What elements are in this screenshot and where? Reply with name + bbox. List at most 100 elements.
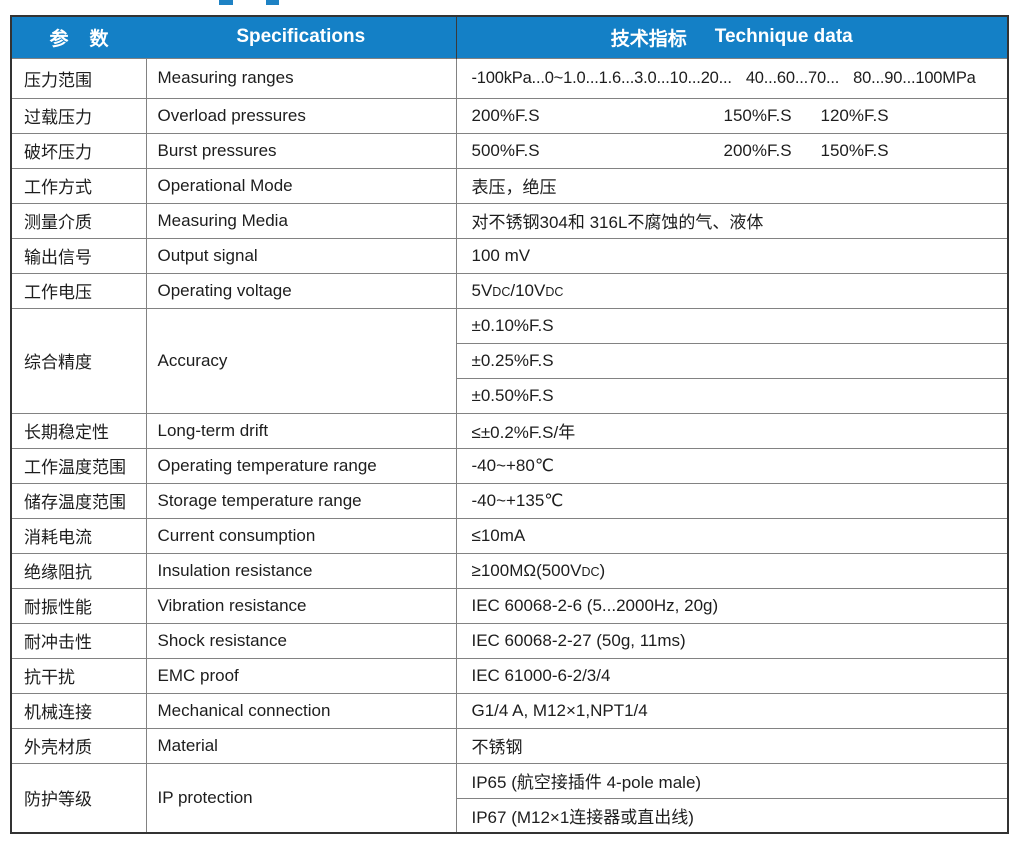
table-row-accuracy-sub: ±0.50%F.S xyxy=(11,377,1009,414)
table-row-ip-protection-sub: IP67 (M12×1连接器或直出线) xyxy=(11,797,1009,834)
table-row-current-consumption: 消耗电流 Current consumption ≤10mA xyxy=(10,517,1009,554)
param-zh: 压力范围 xyxy=(10,57,147,99)
insulation-part: ) xyxy=(599,560,606,580)
param-zh: 机械连接 xyxy=(10,692,147,729)
param-value: ±0.50%F.S xyxy=(455,377,1009,414)
range-group-mid: 40...60...70... xyxy=(745,68,840,87)
param-en: Storage temperature range xyxy=(145,482,457,519)
param-value: ±0.10%F.S xyxy=(455,307,1009,344)
table-row-operational-mode: 工作方式 Operational Mode 表压，绝压 xyxy=(10,167,1009,204)
specifications-table: 参 数 Specifications 技术指标 Technique data 压… xyxy=(10,15,1009,834)
insulation-part: ≥100MΩ(500V xyxy=(471,560,582,580)
param-zh: 输出信号 xyxy=(10,237,147,274)
param-value: 5VDC/10VDC xyxy=(455,272,1009,309)
param-en: Shock resistance xyxy=(145,622,457,659)
param-zh: 过载压力 xyxy=(10,97,147,134)
table-row-vibration-resistance: 耐振性能 Vibration resistance IEC 60068-2-6 … xyxy=(10,587,1009,624)
table-row-ip-protection: 防护等级 IP protection IP65 (航空接插件 4-pole ma… xyxy=(10,762,1009,834)
table-row-insulation-resistance: 绝缘阻抗 Insulation resistance ≥100MΩ(500VDC… xyxy=(10,552,1009,589)
param-en: Vibration resistance xyxy=(145,587,457,624)
table-row-burst: 破坏压力 Burst pressures 500%F.S 200%F.S 150… xyxy=(10,132,1009,169)
voltage-part: 5V xyxy=(471,280,493,300)
header-specifications-label: Specifications xyxy=(236,26,366,48)
param-zh: 工作电压 xyxy=(10,272,147,309)
table-row-shock-resistance: 耐冲击性 Shock resistance IEC 60068-2-27 (50… xyxy=(10,622,1009,659)
param-en: Mechanical connection xyxy=(145,692,457,729)
param-zh: 测量介质 xyxy=(10,202,147,239)
param-en: Long-term drift xyxy=(145,412,457,449)
table-row-output-signal: 输出信号 Output signal 100 mV xyxy=(10,237,1009,274)
table-row-emc-proof: 抗干扰 EMC proof IEC 61000-6-2/3/4 xyxy=(10,657,1009,694)
param-value: 表压，绝压 xyxy=(455,167,1009,204)
param-en: Output signal xyxy=(145,237,457,274)
table-row-long-term-drift: 长期稳定性 Long-term drift ≤±0.2%F.S/年 xyxy=(10,412,1009,449)
param-zh: 外壳材质 xyxy=(10,727,147,764)
param-zh: 综合精度 xyxy=(10,307,147,414)
param-en: EMC proof xyxy=(145,657,457,694)
param-zh: 防护等级 xyxy=(10,762,147,834)
table-row-operating-voltage: 工作电压 Operating voltage 5VDC/10VDC xyxy=(10,272,1009,309)
overload-high: 120%F.S xyxy=(820,105,889,125)
param-en: Overload pressures xyxy=(145,97,457,134)
cropped-title-remnant xyxy=(266,0,279,5)
table-row-measuring-ranges: 压力范围 Measuring ranges -100kPa...0~1.0...… xyxy=(10,57,1009,99)
table-row-accuracy: 综合精度 Accuracy ±0.10%F.S xyxy=(10,307,1009,414)
param-en: IP protection xyxy=(145,762,457,834)
param-value: ≤10mA xyxy=(455,517,1009,554)
param-zh: 抗干扰 xyxy=(10,657,147,694)
range-group-low: -100kPa...0~1.0...1.6...3.0...10...20... xyxy=(471,68,733,87)
param-en: Insulation resistance xyxy=(145,552,457,589)
param-zh: 耐冲击性 xyxy=(10,622,147,659)
dc-smallcaps: DC xyxy=(492,284,511,299)
overload-low: 200%F.S xyxy=(471,105,540,125)
param-en: Operating temperature range xyxy=(145,447,457,484)
param-zh: 工作方式 xyxy=(10,167,147,204)
param-value: -40~+135℃ xyxy=(455,482,1009,519)
burst-high: 150%F.S xyxy=(820,140,889,160)
header-technique-en: Technique data xyxy=(714,26,853,48)
burst-mid: 200%F.S xyxy=(723,140,792,160)
param-en: Measuring ranges xyxy=(145,57,457,99)
voltage-part: /10V xyxy=(510,280,546,300)
table-header-row: 参 数 Specifications 技术指标 Technique data xyxy=(11,16,1008,58)
param-value: IEC 61000-6-2/3/4 xyxy=(455,657,1009,694)
param-value: 200%F.S 150%F.S 120%F.S xyxy=(455,97,1009,134)
overload-mid: 150%F.S xyxy=(723,105,792,125)
param-value: 不锈钢 xyxy=(455,727,1009,764)
table-row-measuring-media: 测量介质 Measuring Media 对不锈钢304和 316L不腐蚀的气、… xyxy=(10,202,1009,239)
param-value: IP65 (航空接插件 4-pole male) xyxy=(455,762,1009,799)
param-en: Measuring Media xyxy=(145,202,457,239)
param-value: IEC 60068-2-27 (50g, 11ms) xyxy=(455,622,1009,659)
param-en: Accuracy xyxy=(145,307,457,414)
param-zh: 储存温度范围 xyxy=(10,482,147,519)
table-row-operating-temp: 工作温度范围 Operating temperature range -40~+… xyxy=(10,447,1009,484)
param-zh: 耐振性能 xyxy=(10,587,147,624)
dc-smallcaps: DC xyxy=(545,284,564,299)
header-specifications: Specifications xyxy=(146,16,456,58)
range-group-high: 80...90...100MPa xyxy=(853,68,976,87)
cropped-title-remnant xyxy=(219,0,233,5)
param-value: G1/4 A, M12×1,NPT1/4 xyxy=(455,692,1009,729)
param-zh: 消耗电流 xyxy=(10,517,147,554)
param-value: IP67 (M12×1连接器或直出线) xyxy=(455,797,1009,834)
table-row-overload: 过载压力 Overload pressures 200%F.S 150%F.S … xyxy=(10,97,1009,134)
param-value: IEC 60068-2-6 (5...2000Hz, 20g) xyxy=(455,587,1009,624)
param-zh: 绝缘阻抗 xyxy=(10,552,147,589)
param-en: Current consumption xyxy=(145,517,457,554)
table-row-storage-temp: 储存温度范围 Storage temperature range -40~+13… xyxy=(10,482,1009,519)
header-parameter: 参 数 xyxy=(11,16,146,58)
header-parameter-label: 参 数 xyxy=(49,28,109,50)
param-en: Operating voltage xyxy=(145,272,457,309)
param-en: Burst pressures xyxy=(145,132,457,169)
table-row-mechanical-connection: 机械连接 Mechanical connection G1/4 A, M12×1… xyxy=(10,692,1009,729)
param-zh: 工作温度范围 xyxy=(10,447,147,484)
param-zh: 长期稳定性 xyxy=(10,412,147,449)
param-value: 对不锈钢304和 316L不腐蚀的气、液体 xyxy=(455,202,1009,239)
param-en: Material xyxy=(145,727,457,764)
param-value: ≥100MΩ(500VDC) xyxy=(455,552,1009,589)
param-zh: 破坏压力 xyxy=(10,132,147,169)
param-value: ±0.25%F.S xyxy=(455,342,1009,379)
param-value: ≤±0.2%F.S/年 xyxy=(455,412,1009,449)
table-row-material: 外壳材质 Material 不锈钢 xyxy=(10,727,1009,764)
